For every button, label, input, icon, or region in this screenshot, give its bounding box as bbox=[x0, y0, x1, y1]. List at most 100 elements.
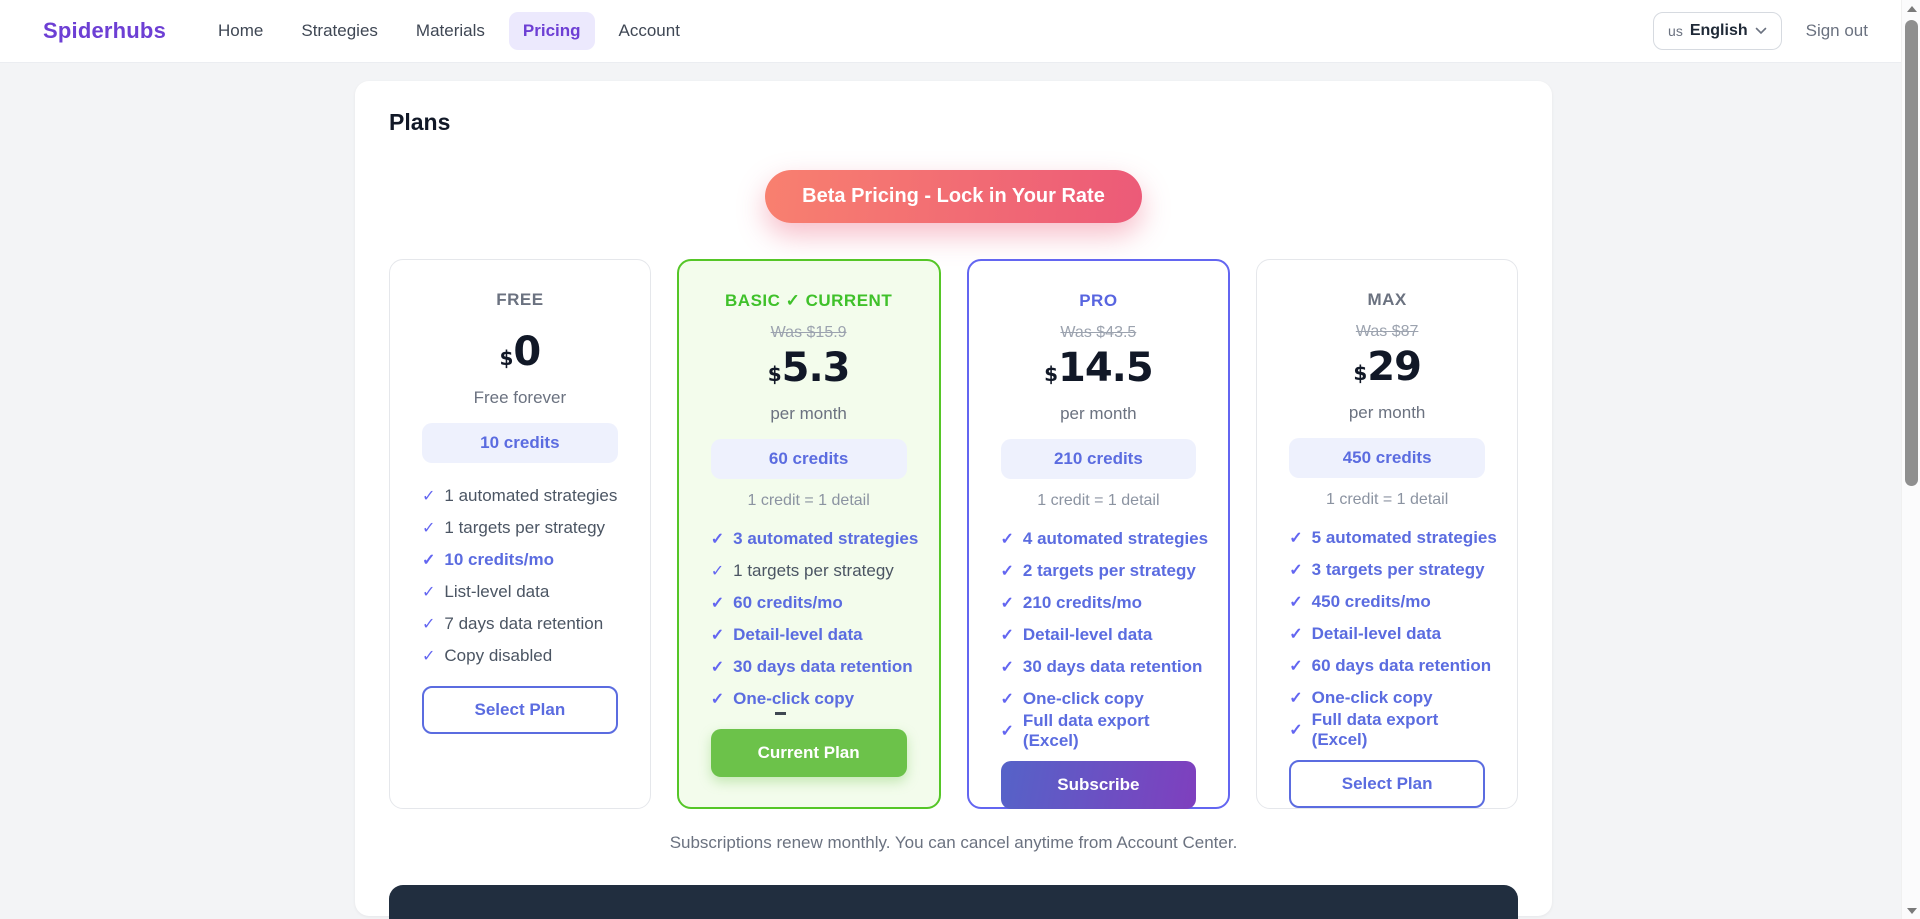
feature-text: Detail-level data bbox=[733, 625, 863, 644]
plan-name: FREE bbox=[496, 290, 544, 309]
credits-badge: 60 credits bbox=[710, 439, 907, 479]
plans-panel: Plans Beta Pricing - Lock in Your Rate F… bbox=[355, 81, 1552, 919]
plan-period: Free forever bbox=[473, 388, 567, 407]
top-navbar: Spiderhubs Home Strategies Materials Pri… bbox=[0, 0, 1901, 63]
check-icon: ✓ bbox=[1289, 594, 1303, 611]
nav-item-materials[interactable]: Materials bbox=[415, 21, 485, 40]
triangle-down-icon bbox=[1906, 907, 1917, 914]
nav-item-home[interactable]: Home bbox=[218, 21, 264, 40]
plan-old-price: Was $87 bbox=[1355, 323, 1419, 340]
check-icon: ✓ bbox=[710, 595, 725, 612]
feature-text: Full data export (Excel) bbox=[1022, 711, 1150, 750]
plan-feature: ✓ 60 credits/mo bbox=[711, 587, 919, 619]
check-icon: ✓ bbox=[710, 531, 725, 548]
check-icon: ✓ bbox=[1289, 530, 1303, 547]
feature-text: 30 days data retention bbox=[733, 657, 913, 676]
plan-feature: ✓ 4 automated strategies bbox=[1001, 523, 1209, 555]
plan-feature: ✓ 210 credits/mo bbox=[1001, 587, 1209, 619]
feature-text: 7 days data retention bbox=[444, 614, 604, 633]
price-value: 14.5 bbox=[1057, 345, 1154, 391]
feature-text: 10 credits/mo bbox=[444, 550, 555, 569]
language-label: English bbox=[1689, 22, 1748, 39]
feature-text: Full data export (Excel) bbox=[1311, 710, 1439, 749]
feature-text: One-click copy bbox=[1311, 688, 1433, 707]
scrollbar-thumb[interactable] bbox=[1905, 20, 1918, 486]
cta-container: Subscribe bbox=[1000, 761, 1197, 809]
plan-feature: ✓ One-click copy bbox=[1001, 683, 1209, 715]
main-nav: Home Strategies Materials Pricing Accoun… bbox=[204, 12, 694, 50]
scroll-up-button[interactable] bbox=[1902, 0, 1920, 17]
plan-feature: ✓ Detail-level data bbox=[1289, 618, 1497, 650]
plan-period: per month bbox=[770, 404, 847, 423]
plan-feature: ✓ 1 targets per strategy bbox=[711, 555, 919, 587]
credits-badge: 10 credits bbox=[422, 423, 618, 463]
feature-text: 210 credits/mo bbox=[1022, 593, 1142, 612]
price-value: 5.3 bbox=[781, 345, 851, 391]
currency-symbol: $ bbox=[1353, 361, 1368, 385]
scrollbar[interactable] bbox=[1901, 0, 1920, 919]
nav-item-strategies[interactable]: Strategies bbox=[301, 21, 378, 40]
credit-note: 1 credit = 1 detail bbox=[747, 492, 870, 509]
feature-list: ✓ 3 automated strategies ✓ 1 targets per st… bbox=[699, 523, 919, 715]
renewal-footnote: Subscriptions renew monthly. You can can… bbox=[669, 833, 1238, 852]
plan-old-price: Was $43.5 bbox=[1060, 324, 1137, 341]
select-plan-button-free[interactable]: Select Plan bbox=[422, 686, 618, 734]
feature-text: 1 targets per strategy bbox=[444, 518, 606, 537]
sign-out-link[interactable]: Sign out bbox=[1805, 21, 1868, 40]
check-icon: ✓ bbox=[1000, 595, 1014, 612]
feature-list: ✓ 1 automated strategies ✓ 1 targets per st… bbox=[410, 480, 630, 672]
plan-cards-row: FREE $0 Free forever 10 credits ✓ 1 autom… bbox=[389, 259, 1518, 809]
feature-text: 2 targets per strategy bbox=[1022, 561, 1196, 580]
feature-text: One-click copy bbox=[733, 689, 855, 708]
plan-feature: ✓ One-click copy bbox=[1289, 682, 1497, 714]
check-icon: ✓ bbox=[710, 563, 725, 580]
plan-feature: ✓ 7 days data retention bbox=[422, 608, 630, 640]
currency-symbol: $ bbox=[767, 362, 782, 386]
check-icon: ✓ bbox=[1000, 627, 1014, 644]
plan-feature: ✓ 3 automated strategies bbox=[711, 523, 919, 555]
beta-pricing-badge: Beta Pricing - Lock in Your Rate bbox=[765, 170, 1142, 223]
page-title: Plans bbox=[389, 109, 451, 135]
plan-name: PRO bbox=[1079, 291, 1118, 310]
plan-feature: ✓ Detail-level data bbox=[1001, 619, 1209, 651]
current-plan-button[interactable]: Current Plan bbox=[710, 729, 907, 777]
check-icon: ✓ bbox=[1289, 626, 1303, 643]
check-icon: ✓ bbox=[1000, 531, 1014, 548]
language-selector[interactable]: us English bbox=[1653, 12, 1782, 50]
plan-name: BASIC ✓ CURRENT bbox=[725, 291, 893, 310]
feature-text: Detail-level data bbox=[1311, 624, 1442, 643]
currency-symbol: $ bbox=[499, 346, 514, 370]
plan-feature: ✓ 60 days data retention bbox=[1289, 650, 1497, 682]
triangle-up-icon bbox=[1906, 5, 1917, 12]
scroll-down-button[interactable] bbox=[1902, 902, 1920, 919]
language-region-code: us bbox=[1668, 23, 1683, 39]
check-icon: ✓ bbox=[1000, 563, 1014, 580]
plan-price: $0 bbox=[410, 328, 630, 385]
plan-price: $14.5 bbox=[989, 344, 1209, 401]
feature-text: Copy disabled bbox=[444, 646, 553, 665]
select-plan-button-max[interactable]: Select Plan bbox=[1289, 760, 1485, 808]
plan-old-price: Was $15.9 bbox=[770, 324, 847, 341]
feature-text: 1 automated strategies bbox=[444, 486, 618, 505]
subscribe-button[interactable]: Subscribe bbox=[1000, 761, 1197, 809]
plan-period: per month bbox=[1348, 403, 1426, 422]
brand-logo[interactable]: Spiderhubs bbox=[43, 18, 167, 43]
plan-feature: ✓ 30 days data retention bbox=[711, 651, 919, 683]
feature-text: 60 credits/mo bbox=[733, 593, 843, 612]
check-icon: ✓ bbox=[1000, 659, 1014, 676]
nav-item-pricing[interactable]: Pricing bbox=[508, 12, 595, 50]
check-icon: ✓ bbox=[422, 616, 436, 633]
plan-feature: ✓ List-level data bbox=[422, 576, 630, 608]
check-icon: ✓ bbox=[422, 520, 436, 537]
feature-text: 450 credits/mo bbox=[1311, 592, 1431, 611]
nav-item-account[interactable]: Account bbox=[618, 21, 680, 40]
check-icon: ✓ bbox=[710, 691, 725, 708]
check-icon: ✓ bbox=[422, 552, 436, 569]
footer-section bbox=[389, 885, 1518, 919]
feature-text: One-click copy bbox=[1022, 689, 1144, 708]
feature-text: 1 targets per strategy bbox=[733, 561, 894, 580]
check-icon: ✓ bbox=[1000, 723, 1014, 740]
check-icon: ✓ bbox=[422, 488, 436, 505]
check-icon: ✓ bbox=[710, 659, 725, 676]
plan-card-max: MAX Was $87 $29 per month 450 credits 1 … bbox=[1256, 259, 1518, 809]
